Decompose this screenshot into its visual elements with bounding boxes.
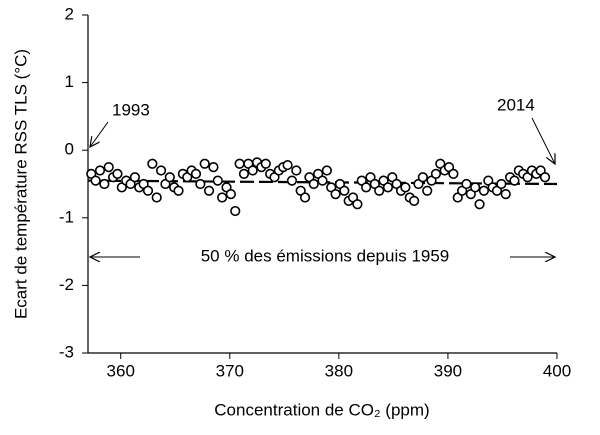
x-tick-label: 360 [107,361,135,380]
point [90,175,101,186]
point [382,182,394,193]
point [417,172,428,183]
point [352,199,363,210]
point [339,185,350,196]
point [155,165,167,176]
point [509,175,520,186]
point [94,165,106,176]
point [103,162,114,173]
y-tick-label: 2 [65,4,74,23]
point [496,178,507,190]
point [330,189,341,200]
point [321,165,332,176]
y-tick-label: -2 [59,275,74,294]
x-tick-label: 390 [434,361,462,380]
point [260,158,271,169]
point [286,175,298,186]
x-tick-label: 380 [325,361,353,380]
y-axis-title: Ecart de température RSS TLS (°C) [11,49,30,319]
point [164,172,175,183]
y-tick-label: -1 [59,207,74,226]
x-tick-label: 400 [543,361,571,380]
point [142,185,154,196]
point [400,182,411,193]
point [317,175,328,186]
point [282,159,293,171]
point [308,178,319,190]
y-tick-label: -3 [59,342,74,361]
annotation-arrow [531,117,555,164]
point [151,192,162,203]
y-tick-label: 0 [65,140,74,159]
point [208,162,219,173]
point [234,158,245,169]
point [230,205,241,217]
point [190,168,202,179]
point [217,192,228,203]
point [461,178,472,190]
point [448,168,459,179]
point [238,168,250,179]
x-axis-title: Concentration de CO₂ (ppm) [214,400,429,419]
point [299,192,311,203]
point [500,189,511,200]
annotation-arrow [90,121,109,147]
point [129,172,140,183]
y-tick-label: 1 [65,72,74,91]
point [212,175,223,186]
annotation: 2014 [497,95,535,114]
point [173,185,184,196]
point [195,178,206,190]
point [430,168,442,179]
annotation: 1993 [112,100,150,119]
point [203,185,215,196]
point [147,158,158,169]
point [199,158,210,169]
point [247,165,258,176]
point [99,178,110,190]
point [409,195,420,206]
point [374,185,385,196]
point [291,165,302,176]
point [539,172,551,183]
point [422,185,433,196]
point [225,189,236,200]
point [478,185,490,196]
point [474,199,485,210]
point [361,182,372,193]
point [112,168,123,179]
annotation: 50 % des émissions depuis 1959 [201,246,450,265]
point [470,182,481,193]
x-tick-label: 370 [216,361,244,380]
